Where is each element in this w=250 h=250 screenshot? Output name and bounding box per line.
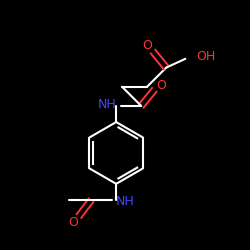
Text: NH: NH — [116, 195, 135, 208]
Text: NH: NH — [98, 98, 116, 111]
Text: OH: OH — [196, 50, 216, 63]
Text: O: O — [156, 79, 166, 92]
Text: O: O — [68, 216, 78, 228]
Text: O: O — [142, 39, 152, 52]
